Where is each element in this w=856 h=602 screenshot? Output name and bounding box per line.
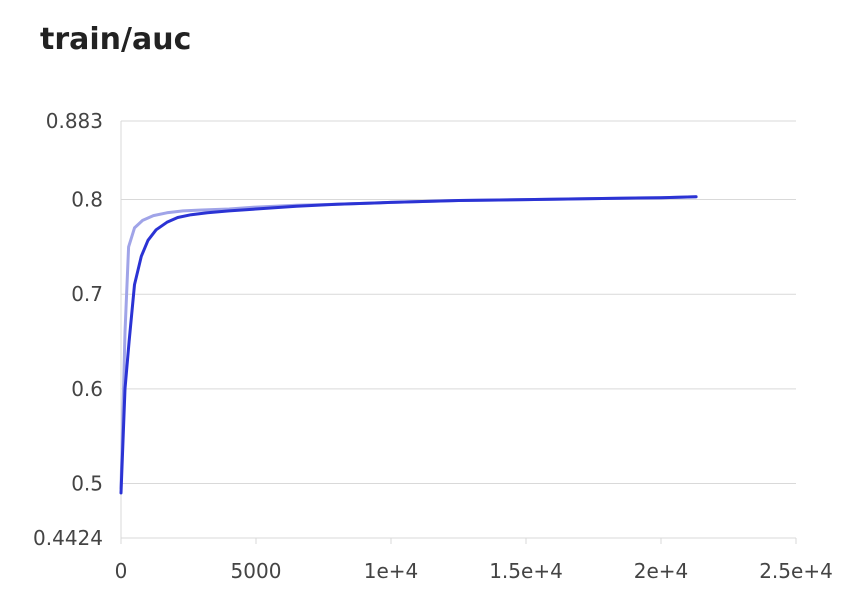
chart-title: train/auc [40, 22, 192, 57]
series-line-2 [119, 195, 698, 495]
y-tick-label: 0.8 [71, 188, 103, 212]
x-tick-label: 2.5e+4 [759, 559, 833, 583]
y-tick-label: 0.6 [71, 377, 103, 401]
series-layer [119, 195, 698, 495]
y-tick-label: 0.5 [71, 471, 103, 495]
y-tick-label: 0.4424 [33, 526, 103, 550]
tick-label-layer: 0.4424 0.5 0.6 0.7 0.8 0.883 0 5000 1e+4 1.5e+4 2e… [33, 109, 833, 583]
x-tick-label: 2e+4 [634, 559, 689, 583]
y-tick-label: 0.883 [46, 109, 103, 133]
x-tick-label: 0 [115, 559, 128, 583]
series-line-1 [119, 195, 698, 490]
y-tick-label: 0.7 [71, 282, 103, 306]
x-tick-label: 1e+4 [364, 559, 419, 583]
x-tick-label: 1.5e+4 [489, 559, 563, 583]
axis-layer [120, 121, 797, 544]
x-tick-label: 5000 [231, 559, 282, 583]
grid-layer [121, 120, 796, 484]
